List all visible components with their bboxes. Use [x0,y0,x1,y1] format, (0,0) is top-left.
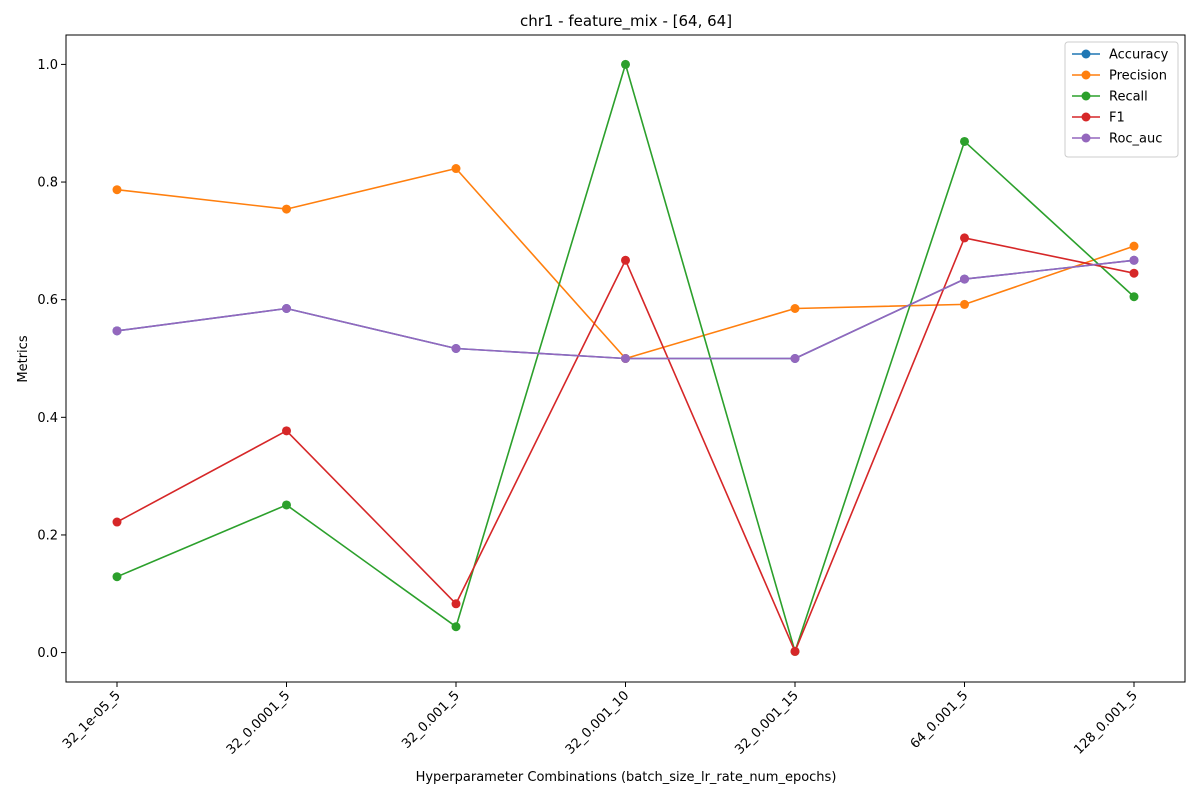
legend-item-precision: Precision [1072,69,1167,84]
y-axis-label: Metrics [16,335,31,382]
x-tick-label: 32_0.001_5 [399,688,463,752]
x-tick-label: 32_0.001_15 [732,688,802,758]
data-point-recall [621,59,630,69]
data-point-roc-auc [790,354,800,363]
data-point-roc-auc [621,354,630,363]
legend-item-recall: Recall [1072,90,1148,105]
x-axis: 32_1e-05_5 32_0.0001_5 32_0.001_5 32_0.001_… [60,682,1141,758]
legend: Accuracy Precision Recall F1 Roc_auc [1064,41,1179,158]
data-point-roc-auc [112,326,122,336]
x-tick-label: 128_0.001_5 [1071,688,1141,758]
x-tick-label: 32_0.0001_5 [224,688,294,758]
legend-marker [1081,70,1091,80]
data-point-recall [1129,292,1139,302]
x-tick-label: 32_1e-05_5 [60,688,124,752]
series-line-f1 [116,237,1135,653]
y-tick-label: 0.2 [37,528,58,543]
y-axis: 0.0 0.2 0.4 0.6 0.8 1.0 [37,58,66,661]
x-axis-label: Hyperparameter Combinations (batch_size_… [416,770,837,785]
data-point-recall [282,500,291,510]
data-point-f1 [790,646,800,656]
data-point-precision [790,304,800,314]
data-point-roc-auc [451,344,461,354]
legend-marker [1081,91,1091,101]
data-point-f1 [1129,268,1139,278]
series-f1 [112,233,1139,656]
legend-marker [1081,49,1091,59]
y-tick-label: 0.8 [37,176,58,191]
legend-item-accuracy: Accuracy [1072,48,1169,63]
data-point-precision [1129,241,1139,251]
data-point-roc-auc [960,274,969,284]
y-tick-label: 0.6 [37,293,58,308]
legend-label: Accuracy [1109,48,1169,63]
legend-label: Recall [1109,90,1148,105]
series-roc-auc [112,255,1139,363]
legend-marker [1081,112,1091,122]
data-point-precision [451,164,461,174]
series-line-roc-auc [116,259,1135,360]
data-point-precision [282,204,291,214]
series-line-accuracy [116,259,1135,360]
data-point-recall [451,622,461,632]
y-tick-label: 0.0 [37,646,58,661]
chart-title: chr1 - feature_mix - [64, 64] [520,12,732,31]
y-tick-label: 0.4 [37,411,58,426]
legend-marker [1081,133,1091,143]
legend-label: Precision [1109,69,1167,84]
x-tick-label: 64_0.001_5 [908,688,972,752]
data-point-precision [960,299,969,309]
x-tick-label: 32_0.001_10 [563,688,633,758]
data-point-f1 [621,255,630,265]
legend-box [1064,41,1179,158]
legend-item-f1: F1 [1072,111,1125,126]
legend-label: Roc_auc [1109,132,1162,147]
data-point-f1 [282,426,291,436]
series-accuracy [112,255,1139,363]
data-point-recall [112,572,122,582]
legend-label: F1 [1109,111,1125,126]
data-point-f1 [451,599,461,609]
data-point-f1 [960,233,969,243]
data-point-precision [112,185,122,195]
legend-item-roc-auc: Roc_auc [1072,132,1162,147]
series-layer [112,59,1139,656]
data-point-recall [960,136,969,146]
y-tick-label: 1.0 [37,58,58,73]
data-point-f1 [112,517,122,527]
data-point-roc-auc [1129,255,1139,265]
data-point-roc-auc [282,304,291,314]
